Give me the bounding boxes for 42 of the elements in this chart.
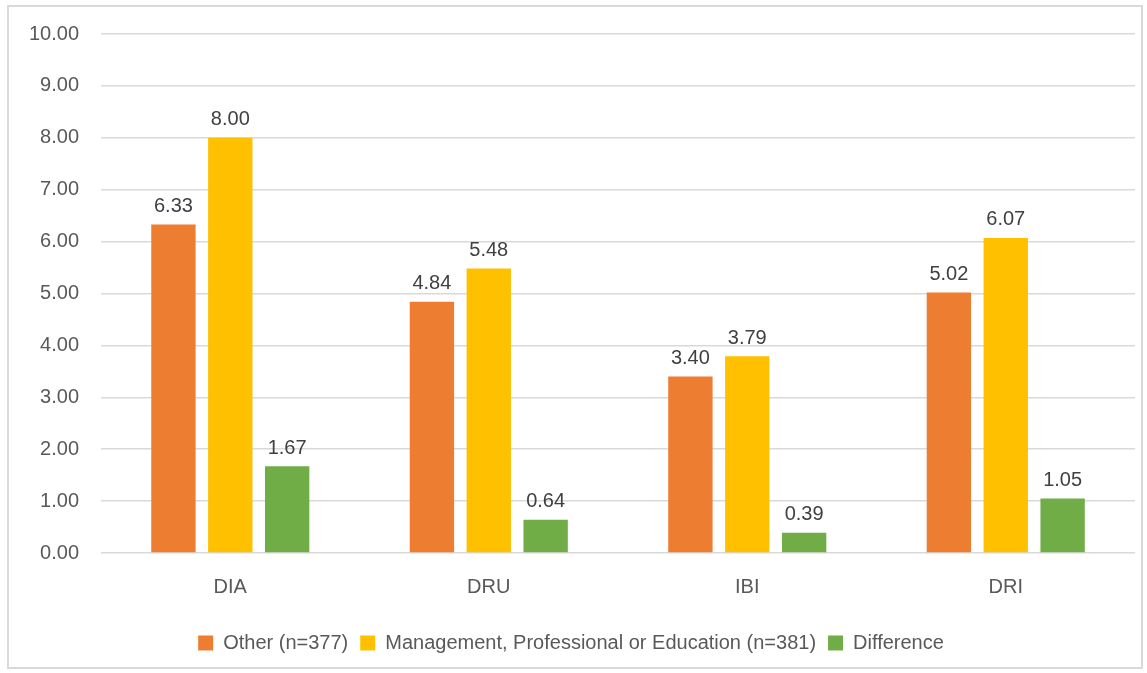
data-label: 1.67 (267, 435, 307, 458)
y-tick-label: 10.00 (28, 21, 80, 44)
y-tick-label: 1.00 (40, 488, 80, 511)
data-label: 6.07 (986, 207, 1026, 230)
y-tick-label: 7.00 (40, 177, 80, 200)
x-tick-label: DRI (988, 574, 1023, 597)
bar (781, 532, 827, 553)
bar (725, 356, 770, 553)
data-label: 3.79 (727, 325, 767, 348)
bar (523, 519, 568, 553)
bar (264, 466, 310, 553)
x-tick-label: DIA (213, 574, 248, 597)
data-label: 6.33 (153, 193, 193, 216)
data-label: 3.40 (670, 346, 710, 369)
bar (466, 268, 511, 553)
data-label: 4.84 (412, 271, 452, 294)
bar (208, 137, 253, 553)
y-tick-label: 2.00 (40, 436, 80, 459)
bar (668, 376, 713, 553)
x-tick-label: DRU (467, 574, 511, 597)
data-label: 0.39 (784, 502, 824, 525)
y-tick-label: 8.00 (40, 125, 80, 148)
data-label: 5.48 (469, 238, 509, 261)
legend-label: Other (n=377) (223, 630, 349, 653)
bar (926, 292, 972, 553)
x-tick-label: IBI (735, 574, 760, 597)
y-tick-label: 4.00 (40, 332, 80, 355)
legend-label: Management, Professional or Education (n=381) (385, 630, 817, 653)
data-label: 8.00 (210, 107, 250, 130)
bar (983, 237, 1028, 553)
legend-label: Difference (853, 630, 944, 653)
y-tick-label: 6.00 (40, 229, 80, 252)
y-tick-label: 0.00 (40, 540, 80, 563)
data-label: 0.64 (526, 489, 566, 512)
bar (1040, 498, 1085, 553)
bar (151, 224, 196, 553)
y-tick-label: 3.00 (40, 384, 80, 407)
data-label: 1.05 (1043, 468, 1083, 491)
y-tick-label: 5.00 (40, 281, 80, 304)
bar (409, 301, 455, 553)
y-tick-label: 9.00 (40, 73, 80, 96)
data-label: 5.02 (929, 261, 969, 284)
